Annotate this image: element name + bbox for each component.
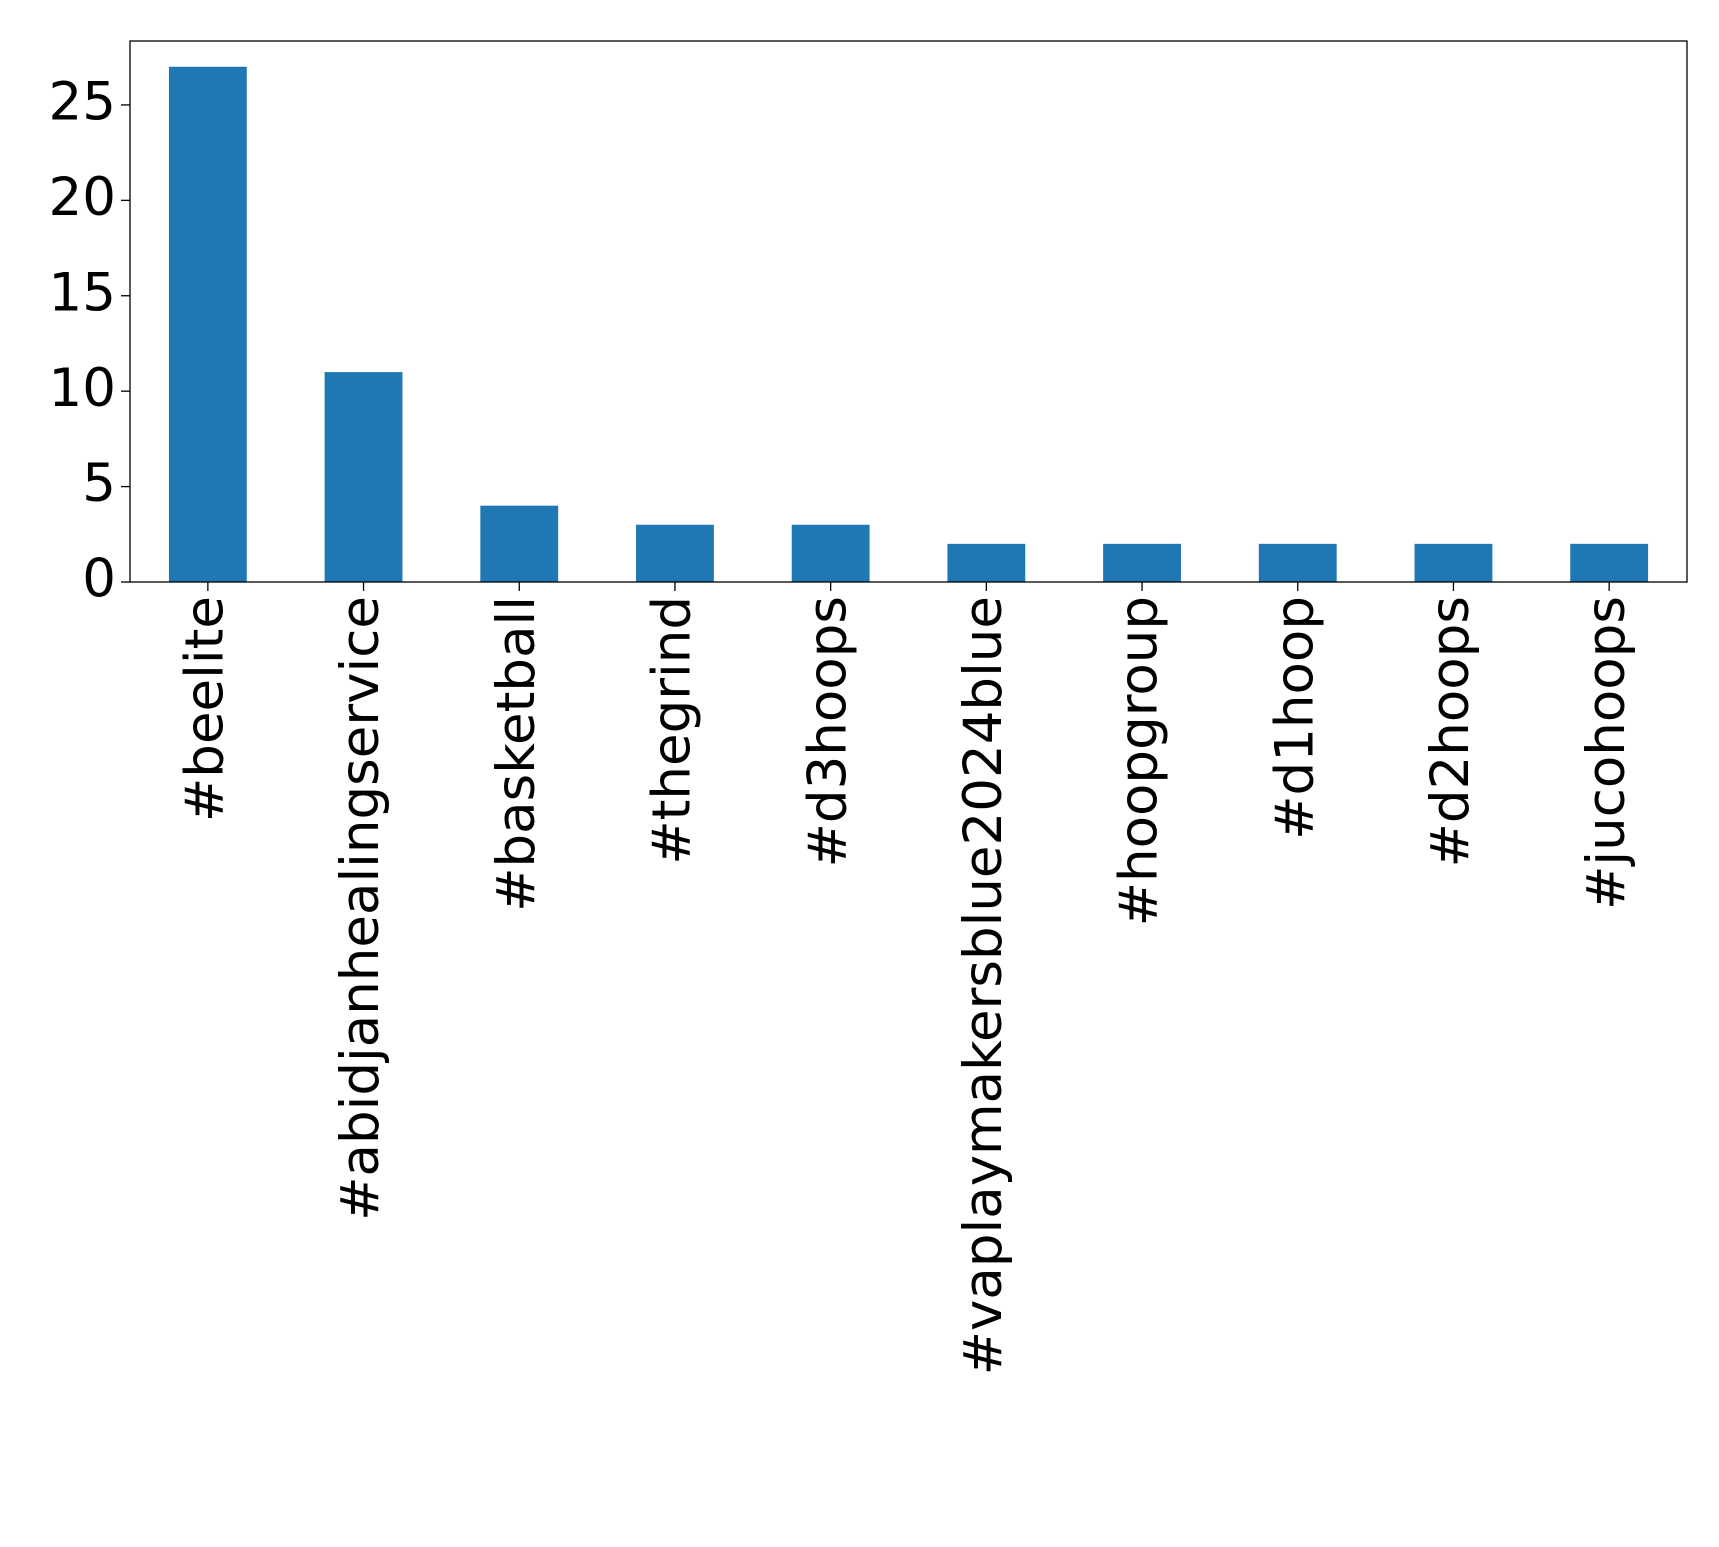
bar	[480, 505, 559, 582]
x-tick-label: #d2hoops	[1420, 596, 1481, 867]
bar	[1258, 543, 1337, 582]
y-tick-label: 0	[82, 549, 116, 610]
bar	[1103, 543, 1181, 582]
x-tick-label: #jucohoops	[1576, 596, 1637, 910]
x-tick-label: #vaplaymakersblue2024blue	[953, 596, 1014, 1375]
bar	[791, 524, 870, 582]
bar	[168, 66, 247, 582]
bar	[324, 372, 403, 582]
y-tick-label: 15	[49, 262, 116, 323]
y-tick-label: 10	[49, 358, 116, 419]
y-tick-label: 5	[82, 453, 116, 514]
x-tick-label: #abidjanhealingservice	[330, 596, 391, 1221]
x-tick-label: #hoopgroup	[1109, 596, 1170, 926]
x-tick-label: #basketball	[486, 596, 547, 912]
x-tick-label: #d1hoop	[1264, 596, 1325, 840]
bar	[1570, 543, 1649, 582]
y-tick-label: 25	[49, 72, 116, 133]
y-tick-label: 20	[49, 167, 116, 228]
bar	[947, 543, 1026, 582]
x-tick-label: #beelite	[174, 596, 235, 822]
x-tick-label: #d3hoops	[797, 596, 858, 867]
bar	[636, 524, 714, 582]
axes-frame	[129, 40, 1688, 583]
x-tick-label: #thegrind	[642, 596, 703, 865]
bar	[1414, 543, 1493, 582]
